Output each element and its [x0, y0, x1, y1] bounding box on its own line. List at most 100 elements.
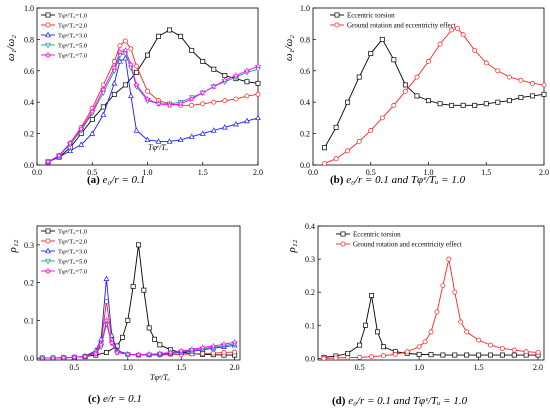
data-point	[368, 51, 374, 56]
data-point	[188, 345, 196, 353]
data-point	[100, 86, 107, 93]
data-point	[141, 287, 147, 293]
data-point	[523, 349, 529, 355]
y-tick-label: 0.4	[24, 98, 34, 107]
data-point	[103, 275, 110, 281]
data-point	[122, 82, 128, 88]
data-point	[321, 355, 327, 361]
data-point	[446, 256, 452, 262]
x-axis-label: Tφᵉ/Tᵤ	[148, 143, 168, 152]
data-point	[133, 81, 140, 88]
series-2	[45, 38, 261, 165]
data-point	[124, 350, 132, 358]
legend-marker	[45, 12, 51, 18]
legend-label: Tφᵉ/Tᵤ=3.0	[58, 33, 87, 40]
data-point	[357, 342, 363, 348]
data-point	[167, 348, 174, 356]
data-point	[483, 101, 489, 107]
data-point	[488, 352, 493, 358]
data-point	[199, 89, 207, 96]
data-point	[402, 82, 408, 88]
series-line	[47, 49, 259, 163]
data-point	[125, 317, 131, 323]
data-point	[530, 80, 535, 86]
data-point	[210, 127, 217, 133]
data-point	[232, 72, 240, 79]
data-point	[437, 101, 443, 107]
plot-frame	[317, 225, 545, 361]
data-point	[244, 93, 250, 99]
data-point	[426, 98, 431, 104]
legend: Eccentric torsion Ground rotation and ecc…	[330, 12, 456, 30]
data-point	[145, 350, 153, 358]
legend-marker	[340, 241, 346, 247]
legend-label: Eccentric torsion	[353, 231, 401, 239]
chart-panel-d: 0.5 1.0 1.5 2.0 0.0 0.1 0.2 0.3 0.4 ρ₁₂ Eccentric …	[286, 222, 545, 407]
data-point	[476, 337, 482, 343]
caption-letter: (d)	[332, 395, 348, 407]
data-point	[356, 74, 362, 80]
data-point	[404, 349, 410, 355]
legend-marker	[45, 247, 51, 254]
panel-caption: (d) e₀/r = 0.1 and Tφᵉ/Tᵤ = 1.0	[332, 395, 468, 407]
data-point	[333, 355, 339, 361]
data-point	[379, 115, 385, 121]
y-tick-label: 1.0	[300, 4, 310, 13]
data-point	[103, 350, 109, 355]
data-point	[414, 74, 420, 80]
data-point	[152, 336, 157, 342]
chart-panel-b: 0.0 0.5 1.0 1.5 2.0 0.0 0.2 0.4 0.6 0.8 1.0 ω₁/ω₂ Ec…	[283, 4, 549, 186]
x-tick-label: 1.5	[474, 363, 484, 372]
legend-label: Tφᵉ/Tᵤ=7.0	[58, 269, 87, 276]
y-tick-label: 0.3	[24, 241, 34, 250]
data-point	[39, 354, 46, 361]
data-point	[111, 91, 117, 97]
data-point	[145, 52, 150, 58]
legend-marker	[334, 12, 340, 18]
y-tick-label: 0.8	[300, 35, 310, 44]
caption-letter: (a)	[87, 174, 103, 186]
data-point	[428, 329, 434, 335]
legend-marker	[45, 31, 51, 38]
x-axis-label: Tφᵉ/Tᵤ	[150, 373, 170, 382]
data-point	[231, 338, 238, 346]
data-point	[189, 47, 195, 53]
data-point	[363, 322, 369, 328]
data-point	[111, 64, 118, 71]
series-2	[321, 256, 541, 361]
data-point	[333, 156, 339, 162]
data-point	[440, 283, 446, 289]
data-point	[379, 36, 385, 42]
legend-label: Tφᵉ/Tᵤ=2.0	[58, 239, 87, 246]
series-line	[47, 52, 259, 163]
data-point	[199, 130, 206, 136]
data-point	[71, 353, 78, 361]
y-tick-label: 0.4	[305, 222, 315, 231]
data-point	[511, 347, 517, 353]
data-point	[255, 114, 261, 121]
x-tick-label: 2.0	[230, 363, 240, 372]
data-point	[155, 138, 162, 144]
x-tick-label: 1.5	[198, 168, 208, 177]
data-point	[322, 145, 328, 151]
data-point	[67, 147, 74, 154]
data-point	[449, 27, 455, 33]
y-tick-label: 0.4	[300, 98, 310, 107]
data-point	[97, 341, 105, 348]
data-point	[391, 102, 397, 108]
data-point	[211, 99, 217, 105]
data-point	[333, 124, 339, 130]
data-point	[541, 82, 547, 88]
data-point	[200, 351, 206, 357]
data-point	[499, 352, 505, 358]
legend-label: Ground rotation and eccentricity effect	[353, 241, 462, 249]
legend-marker	[340, 231, 346, 237]
caption-text: e/r = 0.1	[103, 393, 142, 405]
data-point	[416, 351, 422, 357]
plot-frame	[312, 7, 545, 166]
data-point	[535, 349, 541, 355]
data-point	[452, 352, 458, 358]
data-point	[449, 102, 455, 108]
series-line	[324, 38, 545, 148]
data-point	[232, 349, 238, 355]
